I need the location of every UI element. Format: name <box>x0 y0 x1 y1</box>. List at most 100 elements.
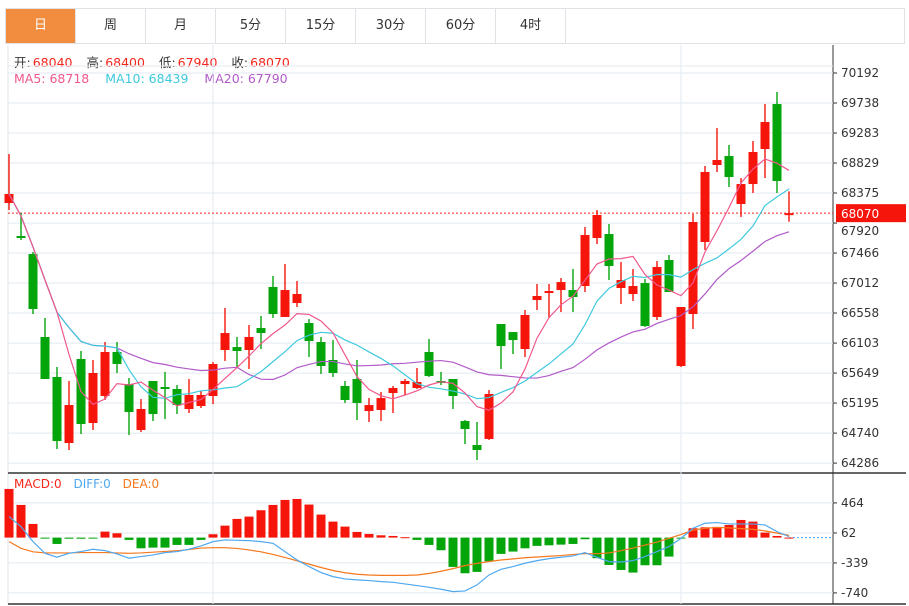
ma10-value: MA10: 68439 <box>105 71 189 86</box>
ma20-value: MA20: 67790 <box>204 71 288 86</box>
macd-bar-49 <box>592 537 602 559</box>
candle-body <box>448 379 458 396</box>
candle-body <box>208 364 218 396</box>
candle-body <box>520 315 530 350</box>
candle-body <box>568 290 578 297</box>
period-tabs: 日周月 5分 15分 30分 60分 4时 <box>5 8 905 44</box>
candle-17 <box>208 362 218 405</box>
candle-body <box>364 405 374 412</box>
candle-body <box>460 421 470 430</box>
macd-bar-65 <box>784 537 794 539</box>
macd-bar-60 <box>724 524 734 538</box>
macd-bar-53 <box>640 537 650 566</box>
candle-19 <box>232 337 242 367</box>
tab-7[interactable]: 4时 <box>496 9 566 43</box>
candle-56 <box>676 307 686 367</box>
candle-10 <box>124 378 134 436</box>
candle-body <box>676 307 686 366</box>
macd-bar-50 <box>604 537 614 565</box>
candle-6 <box>76 351 86 435</box>
macd-bar-22 <box>268 504 278 538</box>
candle-body <box>340 386 350 401</box>
candle-50 <box>604 223 614 281</box>
candle-31 <box>376 392 386 422</box>
macd-bar-26 <box>316 514 326 538</box>
macd-bar-17 <box>208 534 218 538</box>
candle-42 <box>508 332 518 355</box>
candle-8 <box>100 342 110 401</box>
tab-4[interactable]: 15分 <box>286 9 356 43</box>
candle-body <box>124 384 134 413</box>
candle-13 <box>160 371 170 420</box>
candle-body <box>652 266 662 317</box>
price-tick-label: 66558 <box>841 306 879 320</box>
macd-bar-45 <box>544 537 554 546</box>
diff-line <box>8 516 790 593</box>
candle-body <box>628 286 638 295</box>
candle-body <box>424 351 434 376</box>
tab-5[interactable]: 30分 <box>356 9 426 43</box>
macd-bar-20 <box>244 516 254 538</box>
macd-bar-47 <box>568 537 578 544</box>
ma5-line <box>8 158 790 411</box>
price-tick-label: 64740 <box>841 426 879 440</box>
candle-51 <box>616 262 626 304</box>
tab-2[interactable]: 月 <box>146 9 216 43</box>
candle-body <box>532 295 542 301</box>
tab-1[interactable]: 周 <box>76 9 146 43</box>
macd-tick-label: -339 <box>841 556 868 570</box>
candle-12 <box>148 380 158 422</box>
macd-tick-label: 464 <box>841 496 864 510</box>
candle-27 <box>328 340 338 377</box>
macd-bar-40 <box>484 537 494 562</box>
macd-bar-58 <box>700 527 710 538</box>
candle-body <box>316 342 326 366</box>
macd-bar-39 <box>472 537 482 572</box>
macd-bar-29 <box>352 531 362 538</box>
candle-body <box>616 280 626 288</box>
macd-bar-57 <box>688 528 698 538</box>
candle-body <box>640 283 650 327</box>
macd-bar-38 <box>460 537 470 574</box>
candle-39 <box>472 422 482 460</box>
price-tick-label: 69738 <box>841 96 879 110</box>
candle-body <box>220 333 230 351</box>
candle-body <box>244 337 254 351</box>
macd-bar-43 <box>520 537 530 549</box>
price-tick-label: 65195 <box>841 396 879 410</box>
candle-54 <box>652 260 662 321</box>
macd-bar-30 <box>364 533 374 538</box>
candle-body <box>388 387 398 394</box>
macd-bar-3 <box>40 537 50 539</box>
ma10-line <box>8 188 790 400</box>
candle-28 <box>340 380 350 403</box>
tab-3[interactable]: 5分 <box>216 9 286 43</box>
candle-body <box>400 380 410 385</box>
candle-body <box>664 259 674 293</box>
tab-0[interactable]: 日 <box>6 9 76 43</box>
ma20-line <box>8 193 790 381</box>
price-tick-label: 68375 <box>841 186 879 200</box>
macd-bar-35 <box>424 537 434 545</box>
candle-body <box>232 347 242 352</box>
macd-bar-6 <box>76 537 86 539</box>
macd-bar-11 <box>136 537 146 549</box>
candle-body <box>724 156 734 178</box>
tab-6[interactable]: 60分 <box>426 9 496 43</box>
diff-value: DIFF:0 <box>73 477 111 491</box>
macd-bar-34 <box>412 537 422 540</box>
macd-bar-25 <box>304 504 314 538</box>
macd-bar-46 <box>556 537 566 545</box>
macd-bar-32 <box>388 535 398 538</box>
macd-bar-15 <box>184 537 194 545</box>
candle-22 <box>268 276 278 318</box>
candle-15 <box>184 379 194 414</box>
macd-value: MACD:0 <box>14 477 62 491</box>
candle-body <box>40 337 50 380</box>
candle-body <box>88 373 98 423</box>
macd-bar-41 <box>496 537 506 554</box>
candle-body <box>592 215 602 238</box>
macd-bar-52 <box>628 537 638 573</box>
macd-bar-48 <box>580 537 590 540</box>
